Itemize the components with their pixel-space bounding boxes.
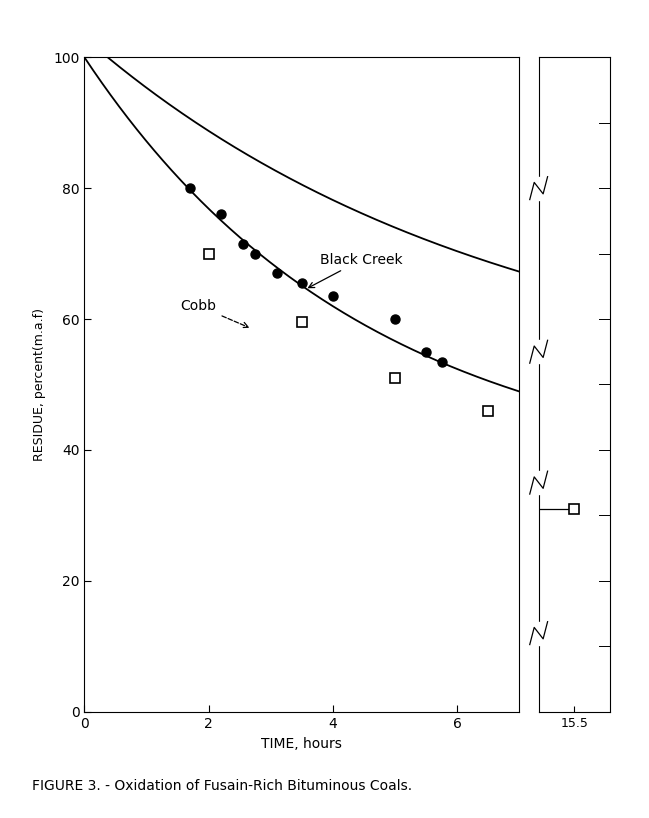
Text: Black Creek: Black Creek — [308, 253, 403, 288]
Y-axis label: RESIDUE, percent(m.a.f): RESIDUE, percent(m.a.f) — [33, 308, 46, 461]
Bar — [530, 471, 548, 494]
Bar — [530, 340, 548, 363]
Bar — [530, 177, 548, 200]
Text: Cobb: Cobb — [180, 299, 249, 327]
Text: FIGURE 3. - Oxidation of Fusain-Rich Bituminous Coals.: FIGURE 3. - Oxidation of Fusain-Rich Bit… — [32, 780, 413, 793]
Bar — [530, 622, 548, 645]
X-axis label: TIME, hours: TIME, hours — [262, 738, 342, 752]
